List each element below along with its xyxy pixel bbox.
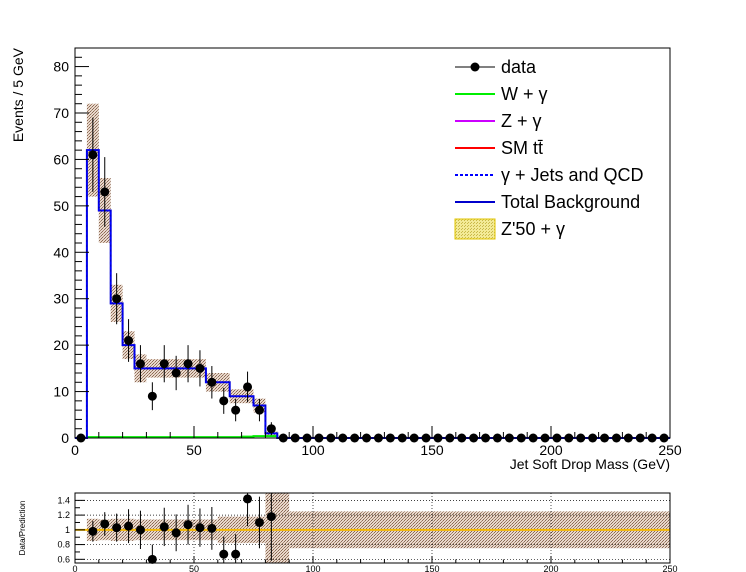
data-point — [207, 377, 217, 387]
ratio-uncertainty-band — [265, 493, 290, 563]
ratio-point — [112, 523, 122, 533]
ratio-point — [195, 523, 205, 533]
ratio-point — [207, 523, 217, 533]
ratio-point — [254, 517, 264, 527]
data-point — [147, 391, 157, 401]
ratio-point — [159, 522, 169, 532]
x-tick-label: 150 — [420, 442, 444, 458]
ratio-point — [171, 528, 181, 538]
ratio-x-tick-label: 150 — [424, 564, 439, 572]
ratio-y-tick-label: 1.4 — [57, 495, 70, 505]
y-tick-label: 50 — [53, 198, 69, 214]
data-point — [135, 359, 145, 369]
data-point — [100, 187, 110, 197]
legend-label: Z'50 + γ — [501, 219, 565, 239]
ratio-point — [231, 549, 241, 559]
ratio-x-tick-label: 250 — [662, 564, 677, 572]
data-point — [124, 336, 134, 345]
x-tick-label: 200 — [539, 442, 563, 458]
legend-label: SM tt̄ — [501, 138, 543, 158]
ratio-point — [243, 494, 253, 504]
legend: data W + γ Z + γ SM tt̄ γ + Jets and QCD Tota… — [454, 57, 644, 240]
ratio-y-tick-label: 1 — [65, 525, 70, 535]
y-tick-label: 80 — [53, 59, 69, 75]
ratio-point — [100, 519, 110, 529]
data-point — [219, 396, 229, 406]
ratio-point — [266, 512, 276, 522]
x-tick-label: 100 — [301, 442, 325, 458]
data-point — [159, 359, 169, 369]
data-point — [266, 424, 276, 434]
x-tick-label: 250 — [658, 442, 682, 458]
ratio-point — [219, 549, 229, 559]
legend-label: Total Background — [501, 192, 640, 212]
x-tick-label: 0 — [71, 442, 79, 458]
data-point — [171, 368, 181, 378]
ratio-x-tick-label: 0 — [72, 564, 77, 572]
legend-label: γ + Jets and QCD — [501, 165, 644, 185]
data-point — [231, 405, 241, 415]
legend-label: W + γ — [501, 84, 548, 104]
ratio-point — [135, 525, 145, 535]
ratio-point — [88, 526, 98, 536]
y-tick-label: 30 — [53, 291, 69, 307]
ratio-y-axis-label: Data/Prediction — [18, 501, 27, 556]
data-point — [183, 359, 193, 369]
data-point — [88, 150, 98, 160]
y-tick-label: 0 — [61, 430, 69, 446]
legend-label: data — [501, 57, 537, 77]
ratio-point — [183, 520, 193, 530]
ratio-point — [147, 554, 157, 564]
y-tick-label: 20 — [53, 337, 69, 353]
data-point — [112, 294, 122, 304]
ratio-x-tick-label: 50 — [189, 564, 199, 572]
legend-fill-swatch — [454, 218, 496, 240]
main-y-axis-label: Events / 5 GeV — [10, 47, 26, 142]
main-plot-panel: 0 50 100 150 200 250 0 10 20 30 40 50 60 70 80 — [53, 47, 682, 458]
ratio-x-tick-label: 100 — [305, 564, 320, 572]
ratio-y-tick-label: 0.8 — [57, 540, 70, 550]
data-point — [254, 405, 264, 415]
ratio-plot-panel: 0 50 100 150 200 250 0.6 0.8 1 1.2 1.4 — [57, 492, 678, 572]
ratio-plot-frame — [74, 492, 671, 564]
ratio-point — [124, 521, 134, 531]
ratio-x-tick-label: 200 — [543, 564, 558, 572]
main-x-axis-label: Jet Soft Drop Mass (GeV) — [510, 456, 670, 472]
y-tick-label: 70 — [53, 105, 69, 121]
y-tick-label: 40 — [53, 244, 69, 260]
ratio-y-tick-label: 0.6 — [57, 554, 70, 564]
legend-data-marker — [470, 62, 480, 72]
legend-label: Z + γ — [501, 111, 542, 131]
ratio-y-tick-label: 1.2 — [57, 510, 70, 520]
data-point — [195, 363, 205, 373]
data-point — [243, 382, 253, 392]
y-tick-label: 60 — [53, 151, 69, 167]
y-tick-label: 10 — [53, 384, 69, 400]
x-tick-label: 50 — [186, 442, 202, 458]
